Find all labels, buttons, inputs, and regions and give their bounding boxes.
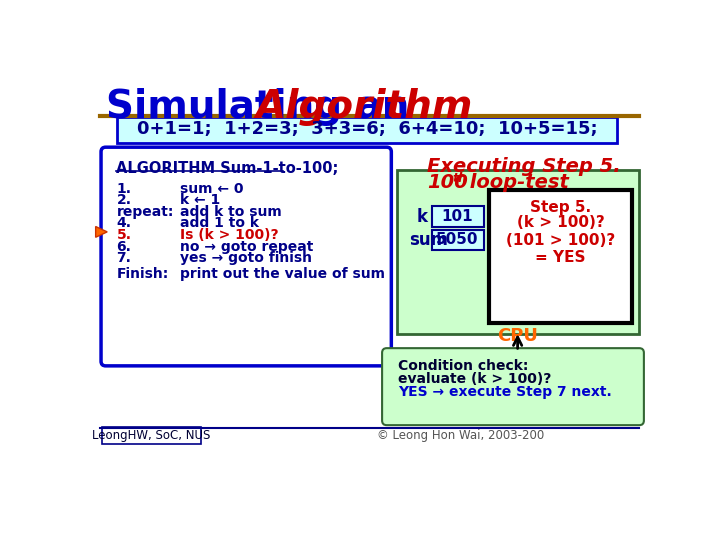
- Text: 0+1=1;  1+2=3;  3+3=6;  6+4=10;  10+5=15;: 0+1=1; 1+2=3; 3+3=6; 6+4=10; 10+5=15;: [137, 120, 598, 138]
- Text: sum: sum: [409, 231, 448, 249]
- Text: 2.: 2.: [117, 193, 132, 207]
- Text: loop-test: loop-test: [463, 173, 569, 192]
- Text: 7.: 7.: [117, 251, 131, 265]
- Text: © Leong Hon Wai, 2003-200: © Leong Hon Wai, 2003-200: [377, 429, 544, 442]
- Text: 1.: 1.: [117, 182, 132, 196]
- Text: Step 5.: Step 5.: [530, 200, 591, 214]
- Text: 100: 100: [427, 173, 467, 192]
- Text: ALGORITHM Sum-1-to-100;: ALGORITHM Sum-1-to-100;: [117, 161, 339, 176]
- Text: (k > 100)?: (k > 100)?: [517, 215, 605, 230]
- FancyBboxPatch shape: [117, 117, 617, 143]
- Text: yes → goto finish: yes → goto finish: [180, 251, 312, 265]
- Text: 6.: 6.: [117, 240, 131, 254]
- Text: 5050: 5050: [436, 232, 479, 247]
- Text: k: k: [417, 208, 428, 226]
- Text: evaluate (k > 100)?: evaluate (k > 100)?: [398, 372, 552, 386]
- Text: 5.: 5.: [117, 228, 132, 242]
- FancyBboxPatch shape: [432, 230, 484, 249]
- Text: = YES: = YES: [536, 249, 586, 265]
- Text: 101: 101: [442, 209, 473, 224]
- Text: LeongHW, SoC, NUS: LeongHW, SoC, NUS: [92, 429, 210, 442]
- Text: CPU: CPU: [498, 327, 538, 345]
- FancyBboxPatch shape: [397, 170, 639, 334]
- Text: print out the value of sum: print out the value of sum: [180, 267, 385, 281]
- Text: Condition check:: Condition check:: [398, 359, 528, 373]
- FancyBboxPatch shape: [382, 348, 644, 425]
- FancyBboxPatch shape: [489, 190, 632, 323]
- Text: (101 > 100)?: (101 > 100)?: [506, 233, 616, 248]
- FancyBboxPatch shape: [101, 147, 392, 366]
- Text: Executing Step 5.: Executing Step 5.: [427, 157, 621, 176]
- Text: Is (k > 100)?: Is (k > 100)?: [180, 228, 279, 242]
- Text: Simulating an: Simulating an: [106, 88, 423, 126]
- Text: add k to sum: add k to sum: [180, 205, 282, 219]
- Text: Algorithm: Algorithm: [256, 88, 473, 126]
- Text: sum ← 0: sum ← 0: [180, 182, 244, 196]
- Text: YES → execute Step 7 next.: YES → execute Step 7 next.: [398, 385, 612, 399]
- Text: k ← 1: k ← 1: [180, 193, 220, 207]
- Text: repeat:: repeat:: [117, 205, 174, 219]
- Text: th: th: [452, 172, 467, 185]
- FancyBboxPatch shape: [432, 206, 484, 226]
- Text: no → goto repeat: no → goto repeat: [180, 240, 314, 254]
- Text: Finish:: Finish:: [117, 267, 168, 281]
- Text: add 1 to k: add 1 to k: [180, 217, 259, 231]
- Text: 4.: 4.: [117, 217, 132, 231]
- FancyBboxPatch shape: [102, 428, 201, 444]
- Polygon shape: [96, 226, 107, 237]
